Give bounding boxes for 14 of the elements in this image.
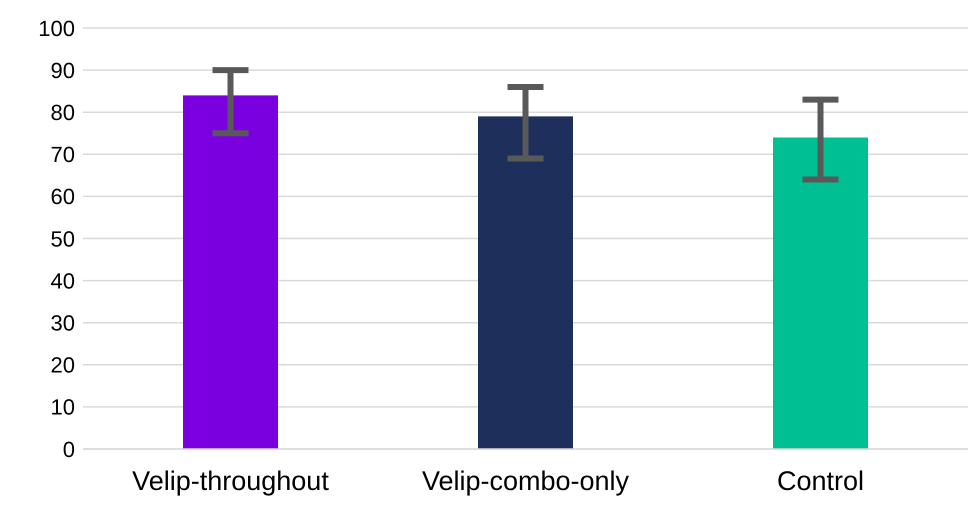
y-tick-label: 10 bbox=[50, 394, 75, 420]
y-tick-label: 40 bbox=[50, 268, 75, 294]
y-tick-label: 50 bbox=[50, 226, 75, 252]
x-tick-label: Velip-combo-only bbox=[422, 466, 630, 496]
x-tick-label: Control bbox=[776, 466, 864, 496]
y-tick-label: 30 bbox=[50, 310, 75, 336]
y-tick-label: 100 bbox=[38, 16, 75, 41]
x-tick-label: Velip-throughout bbox=[132, 466, 330, 496]
y-tick-label: 60 bbox=[50, 184, 75, 210]
y-tick-label: 70 bbox=[50, 142, 75, 168]
y-tick-label: 0 bbox=[62, 436, 75, 462]
y-tick-label: 20 bbox=[50, 352, 75, 378]
y-tick-label: 90 bbox=[50, 58, 75, 83]
y-tick-label: 80 bbox=[50, 100, 75, 126]
